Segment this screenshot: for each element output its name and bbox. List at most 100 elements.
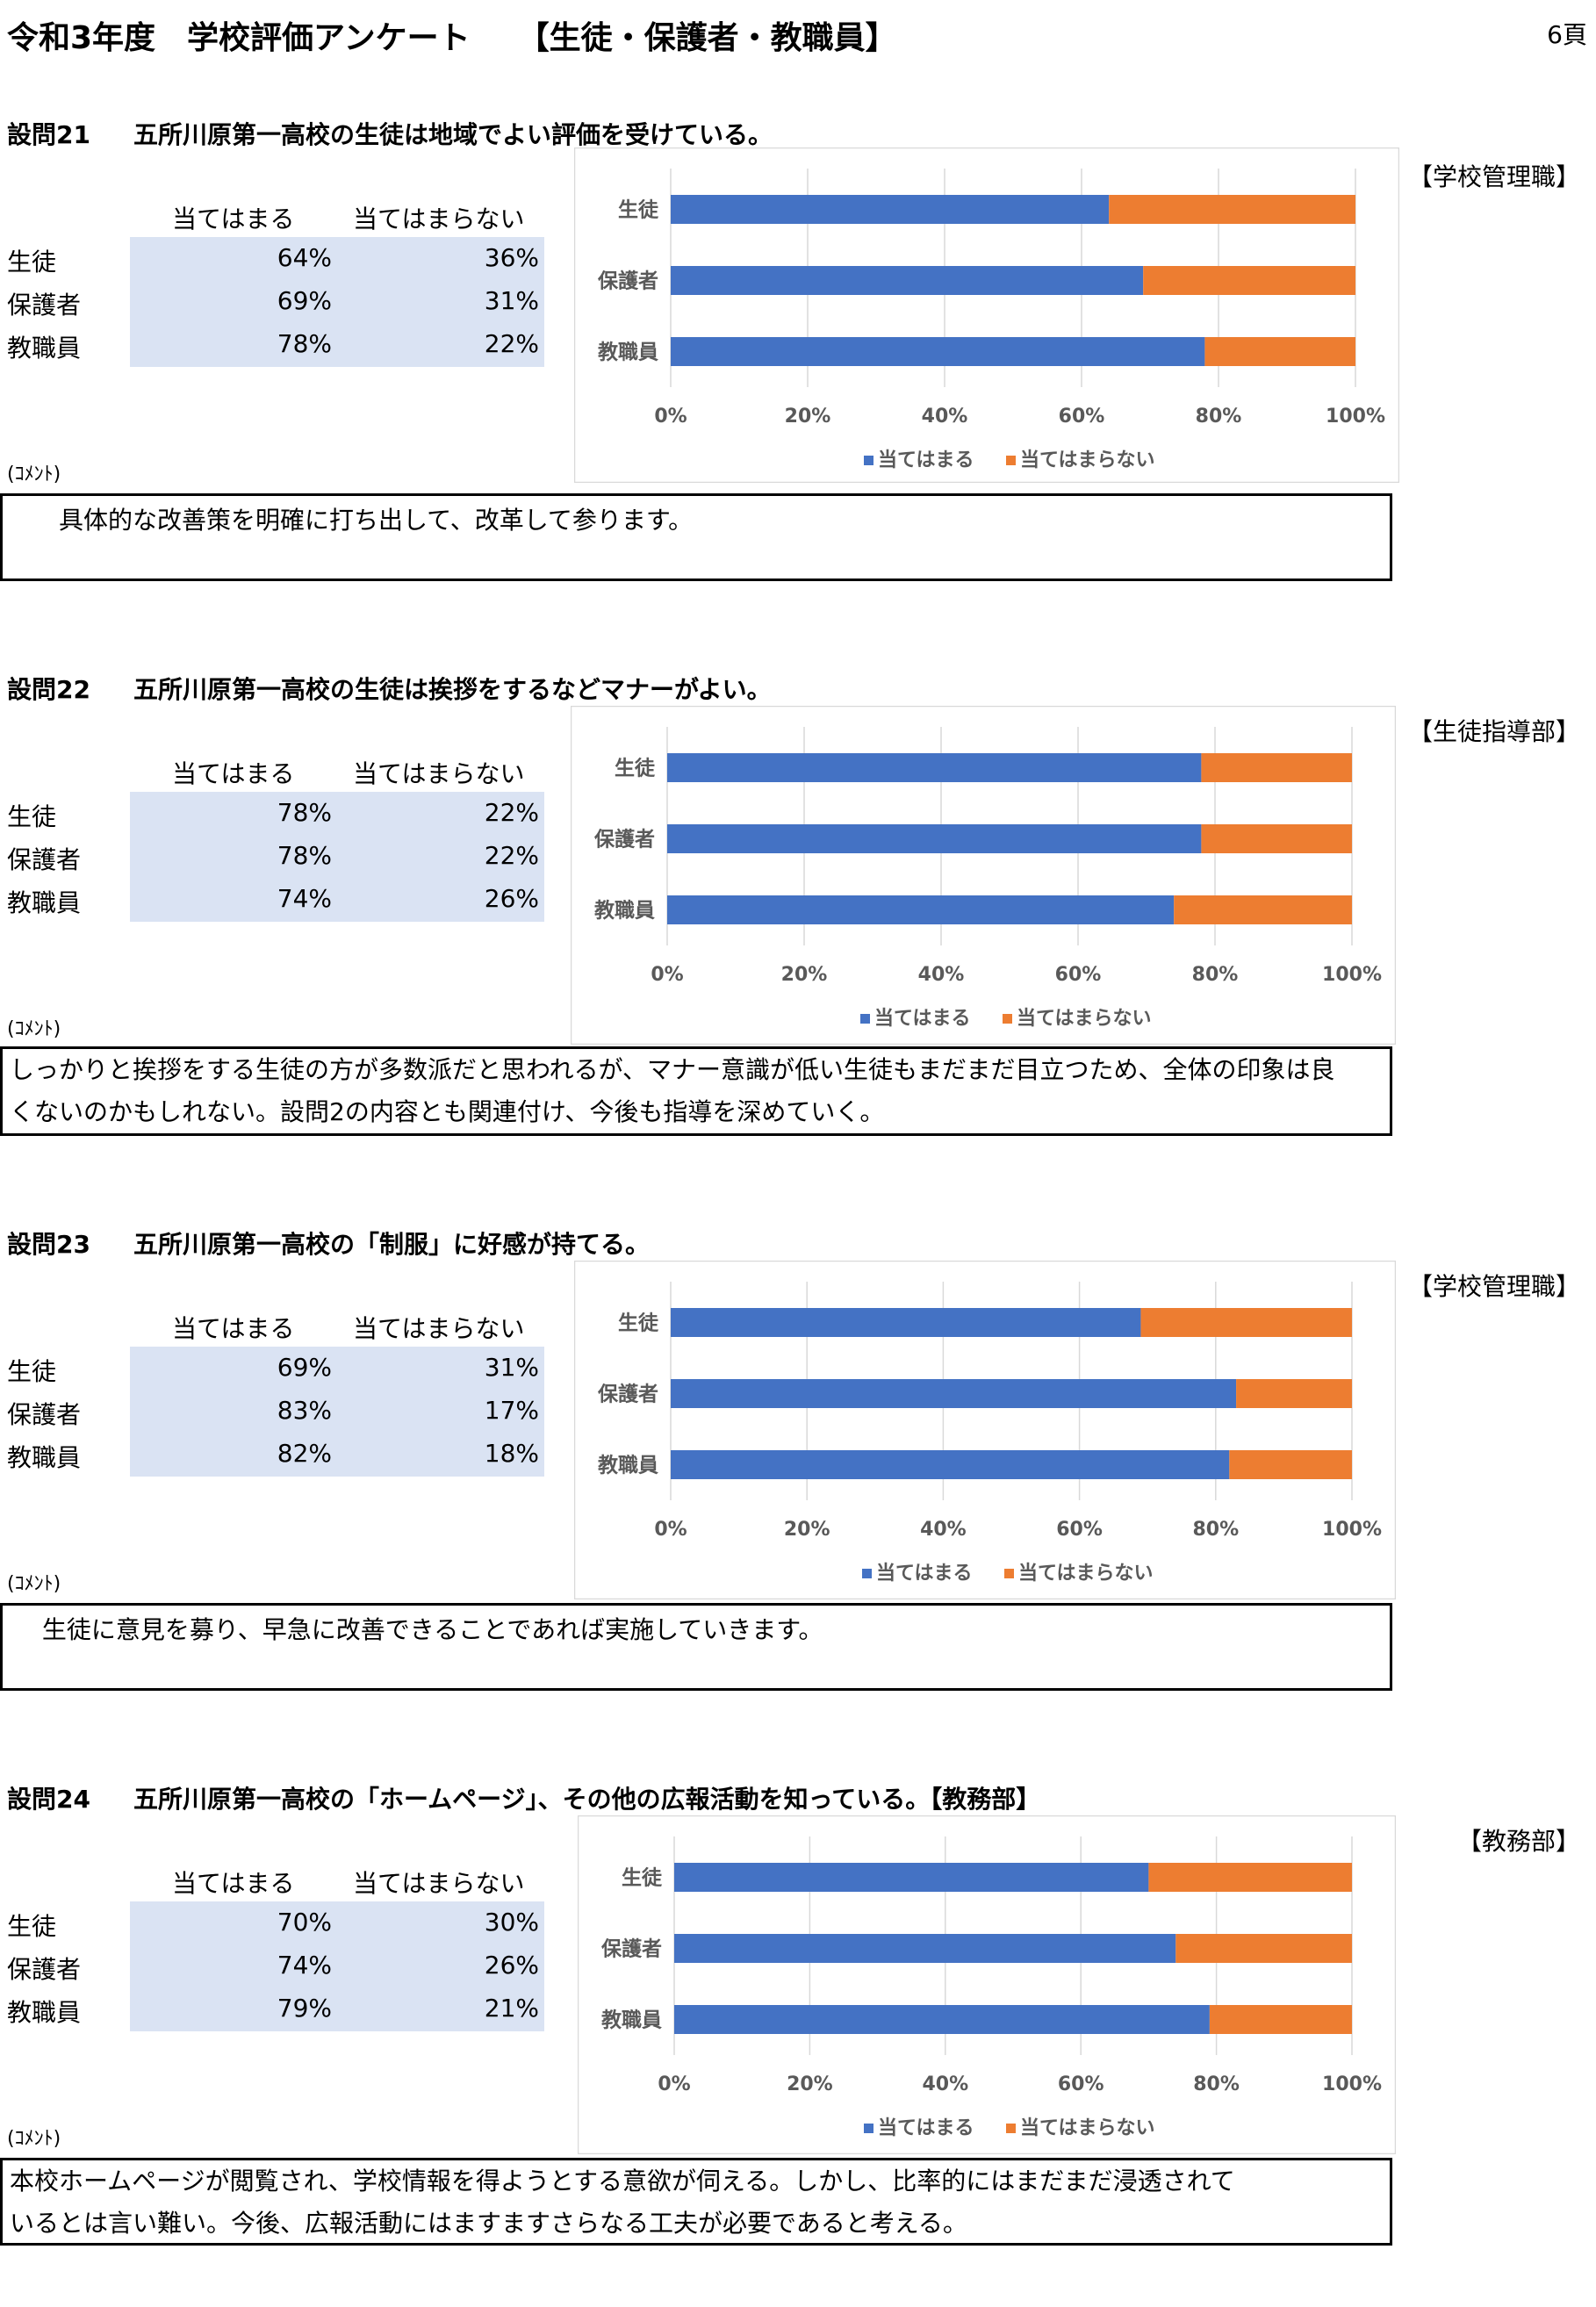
comment-line: 生徒に意見を募り、早急に改善できることであれば実施していきます。 — [10, 1615, 823, 1644]
x-tick-label: 40% — [918, 964, 965, 986]
x-tick-label: 80% — [1192, 964, 1239, 986]
x-tick-label: 0% — [651, 964, 683, 986]
department-label: 【学校管理職】 — [1407, 1272, 1580, 1301]
column-header-yes: 当てはまる — [172, 1869, 295, 1898]
bar — [667, 824, 1202, 853]
row-label: 生徒 — [7, 1912, 57, 1941]
legend-swatch — [1006, 2124, 1016, 2133]
legend-swatch — [864, 2124, 873, 2133]
comment-line: くないのかもしれない。設問2の内容とも関連付け、今後も指導を深めていく。 — [10, 1097, 885, 1126]
row-label: 教職員 — [7, 1443, 82, 1472]
bar — [1175, 1934, 1352, 1963]
comment-label: (ｺﾒﾝﾄ) — [7, 464, 61, 485]
comment-label: (ｺﾒﾝﾄ) — [7, 1573, 61, 1595]
cell-yes: 70% — [277, 1908, 332, 1937]
legend-label: 当てはまらない — [1020, 449, 1155, 471]
cell-no: 36% — [484, 243, 539, 272]
x-tick-label: 0% — [654, 406, 687, 428]
question-text: 五所川原第一高校の「ホームページ」、その他の広報活動を知っている。【教務部】 — [133, 1785, 1041, 1814]
cell-yes: 64% — [277, 243, 332, 272]
comment-box: 生徒に意見を募り、早急に改善できることであれば実施していきます。 — [0, 1603, 1392, 1691]
legend-label: 当てはまらない — [1018, 1563, 1154, 1585]
cell-yes: 74% — [277, 1951, 332, 1980]
cell-no: 26% — [484, 1951, 539, 1980]
legend-label: 当てはまらない — [1020, 2117, 1155, 2139]
category-label: 保護者 — [593, 828, 655, 852]
column-header-no: 当てはまらない — [353, 1314, 525, 1343]
legend-swatch — [1004, 1569, 1014, 1578]
cell-no: 17% — [484, 1396, 539, 1425]
comment-line: 本校ホームページが閲覧され、学校情報を得ようとする意欲が伺える。しかし、比率的に… — [10, 2167, 1235, 2196]
x-tick-label: 60% — [1059, 406, 1105, 428]
row-label: 保護者 — [7, 291, 82, 320]
legend-label: 当てはまる — [876, 1563, 973, 1585]
bar — [1201, 824, 1352, 853]
comment-box: 具体的な改善策を明確に打ち出して、改革して参ります。 — [0, 493, 1392, 581]
row-label: 保護者 — [7, 1400, 82, 1429]
x-tick-label: 20% — [781, 964, 828, 986]
bar — [1201, 753, 1352, 782]
bar — [671, 195, 1110, 224]
bar — [674, 1863, 1149, 1892]
x-tick-label: 80% — [1196, 406, 1242, 428]
table-body — [130, 1347, 544, 1477]
bar — [1109, 195, 1355, 224]
question-number: 設問23 — [7, 1230, 90, 1259]
cell-no: 30% — [484, 1908, 539, 1937]
x-tick-label: 20% — [785, 406, 831, 428]
cell-no: 26% — [484, 884, 539, 913]
table-body — [130, 1901, 544, 2031]
row-label: 教職員 — [7, 888, 82, 917]
x-tick-label: 20% — [784, 1519, 830, 1541]
row-label: 教職員 — [7, 1998, 82, 2027]
question-number: 設問22 — [7, 675, 90, 704]
legend-swatch — [1006, 456, 1016, 465]
cell-yes: 78% — [277, 841, 332, 870]
comment-label: (ｺﾒﾝﾄ) — [7, 1018, 61, 1040]
column-header-no: 当てはまらない — [353, 205, 525, 234]
x-tick-label: 40% — [922, 406, 968, 428]
category-label: 生徒 — [618, 198, 659, 222]
x-tick-label: 80% — [1193, 2073, 1240, 2095]
comment-line: 具体的な改善策を明確に打ち出して、改革して参ります。 — [10, 506, 694, 535]
category-label: 生徒 — [618, 1312, 659, 1335]
cell-yes: 78% — [277, 798, 332, 827]
row-label: 教職員 — [7, 334, 82, 363]
category-label: 生徒 — [622, 1866, 663, 1890]
legend-swatch — [1003, 1014, 1012, 1024]
column-header-yes: 当てはまる — [172, 759, 295, 788]
bar — [1140, 1308, 1352, 1337]
x-tick-label: 60% — [1056, 1519, 1103, 1541]
cell-yes: 78% — [277, 329, 332, 358]
category-label: 保護者 — [597, 1383, 658, 1406]
cell-yes: 79% — [277, 1994, 332, 2023]
bar — [667, 753, 1202, 782]
legend-swatch — [862, 1569, 872, 1578]
comment-line: しっかりと挨拶をする生徒の方が多数派だと思われるが、マナー意識が低い生徒もまだま… — [10, 1055, 1335, 1084]
column-header-no: 当てはまらない — [353, 1869, 525, 1898]
question-section-24: 設問24 五所川原第一高校の「ホームページ」、その他の広報活動を知っている。【教… — [0, 1780, 1596, 2307]
row-label: 保護者 — [7, 845, 82, 874]
bar — [667, 895, 1175, 924]
legend-label: 当てはまらない — [1017, 1008, 1152, 1030]
x-tick-label: 60% — [1058, 2073, 1104, 2095]
x-tick-label: 80% — [1192, 1519, 1239, 1541]
column-header-yes: 当てはまる — [172, 205, 295, 234]
cell-no: 31% — [484, 1353, 539, 1382]
bar — [671, 337, 1205, 366]
x-tick-label: 40% — [922, 2073, 968, 2095]
bar — [1204, 337, 1355, 366]
question-text: 五所川原第一高校の生徒は挨拶をするなどマナーがよい。 — [133, 675, 772, 704]
bar — [1229, 1450, 1352, 1479]
x-tick-label: 100% — [1322, 964, 1382, 986]
bar — [1236, 1379, 1352, 1408]
cell-no: 22% — [484, 329, 539, 358]
question-section-21: 設問21 五所川原第一高校の生徒は地域でよい評価を受けている。 【学校管理職】 … — [0, 116, 1596, 643]
x-tick-label: 100% — [1322, 2073, 1382, 2095]
page-number: 6頁 — [1547, 20, 1587, 49]
comment-label: (ｺﾒﾝﾄ) — [7, 2128, 61, 2150]
x-tick-label: 60% — [1055, 964, 1102, 986]
cell-yes: 82% — [277, 1439, 332, 1468]
